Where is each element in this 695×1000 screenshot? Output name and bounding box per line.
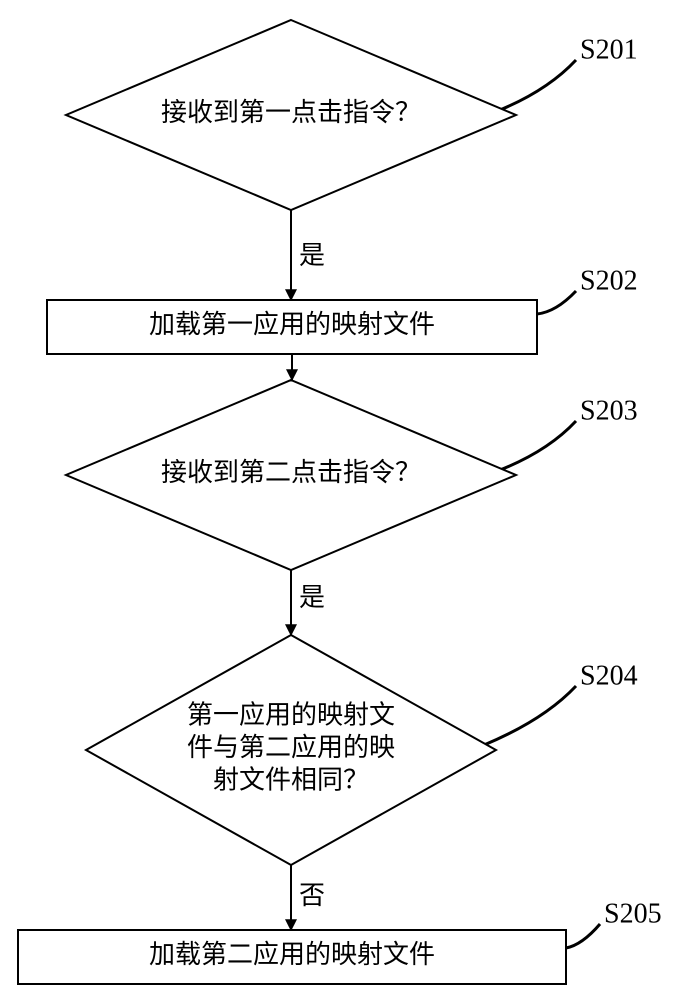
leader-S201	[500, 60, 576, 110]
step-label-S205: S205	[604, 898, 662, 929]
step-label-S201: S201	[580, 34, 638, 65]
flow-node-s205: 加载第二应用的映射文件	[18, 930, 566, 984]
node-text: 第一应用的映射文	[187, 700, 395, 729]
node-text: 射文件相同？	[213, 765, 369, 794]
flow-node-s203: 接收到第二点击指令？	[66, 380, 516, 570]
edge-label: 否	[299, 881, 325, 910]
edge-label: 是	[299, 583, 325, 612]
node-text: 件与第二应用的映	[187, 733, 395, 762]
flow-node-s201: 接收到第一点击指令？	[66, 20, 516, 210]
flow-node-s204: 第一应用的映射文件与第二应用的映射文件相同？	[86, 635, 496, 865]
step-label-S204: S204	[580, 660, 638, 691]
edge-label: 是	[299, 241, 325, 270]
node-text: 接收到第二点击指令？	[161, 458, 421, 487]
leader-S205	[566, 924, 600, 948]
leader-S202	[537, 291, 576, 314]
step-label-S203: S203	[580, 395, 638, 426]
leader-S204	[484, 686, 576, 745]
flow-node-s202: 加载第一应用的映射文件	[47, 300, 537, 354]
step-label-S202: S202	[580, 265, 638, 296]
node-text: 接收到第一点击指令？	[161, 98, 421, 127]
leader-S203	[500, 421, 576, 470]
node-text: 加载第一应用的映射文件	[149, 310, 435, 339]
flowchart-canvas: 是是否 接收到第一点击指令？加载第一应用的映射文件接收到第二点击指令？第一应用的…	[0, 0, 695, 1000]
node-text: 加载第二应用的映射文件	[149, 940, 435, 969]
